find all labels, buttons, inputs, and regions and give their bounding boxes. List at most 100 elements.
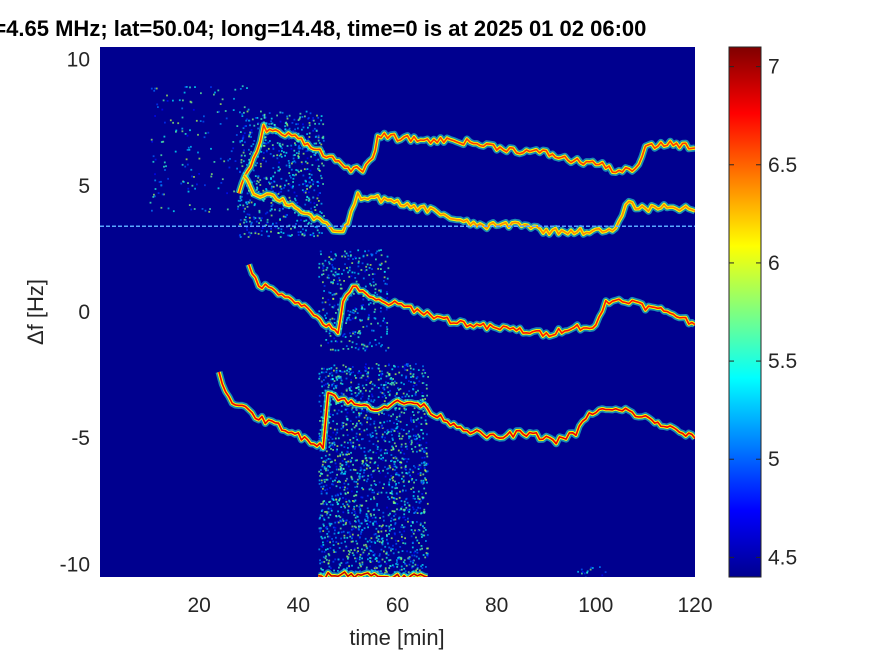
noise-speckle: [414, 563, 417, 566]
noise-speckle: [381, 373, 384, 375]
noise-speckle: [372, 554, 375, 557]
noise-speckle: [309, 185, 312, 188]
noise-speckle: [316, 181, 319, 183]
noise-speckle: [318, 372, 321, 375]
noise-speckle: [345, 252, 348, 255]
noise-speckle: [365, 384, 368, 386]
noise-speckle: [158, 181, 161, 183]
noise-speckle: [336, 448, 338, 451]
noise-speckle: [214, 91, 216, 94]
noise-speckle: [376, 250, 379, 253]
noise-speckle: [417, 369, 420, 371]
noise-speckle: [351, 445, 353, 448]
noise-speckle: [421, 547, 423, 550]
noise-speckle: [411, 478, 414, 480]
noise-speckle: [336, 431, 339, 434]
noise-speckle: [388, 533, 390, 535]
noise-speckle: [412, 508, 415, 511]
noise-speckle: [357, 249, 360, 252]
noise-speckle: [336, 445, 339, 447]
noise-speckle: [350, 393, 353, 395]
noise-speckle: [399, 556, 402, 559]
noise-speckle: [279, 168, 281, 171]
noise-speckle: [359, 372, 362, 374]
noise-speckle: [187, 190, 190, 193]
noise-speckle: [327, 342, 330, 344]
noise-speckle: [332, 259, 334, 261]
noise-speckle: [413, 437, 416, 440]
noise-speckle: [401, 506, 403, 508]
noise-speckle: [408, 430, 410, 433]
noise-speckle: [339, 375, 342, 378]
noise-speckle: [334, 526, 337, 529]
noise-speckle: [380, 548, 383, 551]
noise-speckle: [314, 226, 317, 228]
noise-speckle: [345, 415, 348, 418]
noise-speckle: [407, 517, 409, 520]
noise-speckle: [309, 176, 311, 179]
colorbar-tick-label: 4.5: [768, 546, 797, 569]
noise-speckle: [373, 533, 376, 536]
noise-speckle: [255, 220, 258, 223]
noise-speckle: [405, 472, 408, 474]
noise-speckle: [241, 139, 243, 142]
noise-speckle: [348, 509, 350, 512]
noise-speckle: [359, 475, 362, 478]
noise-speckle: [324, 389, 327, 392]
noise-speckle: [355, 387, 357, 389]
noise-speckle: [410, 479, 413, 482]
noise-speckle: [356, 424, 359, 427]
noise-speckle: [343, 488, 346, 491]
noise-speckle: [380, 527, 383, 530]
noise-speckle: [279, 142, 281, 145]
noise-speckle: [328, 332, 331, 335]
noise-speckle: [345, 500, 348, 503]
noise-speckle: [376, 386, 378, 389]
noise-speckle: [343, 482, 346, 485]
noise-speckle: [355, 526, 357, 529]
noise-speckle: [385, 375, 388, 378]
noise-speckle: [355, 504, 358, 507]
noise-speckle: [268, 112, 271, 114]
noise-speckle: [350, 460, 352, 463]
noise-speckle: [319, 375, 321, 378]
noise-speckle: [351, 478, 354, 481]
noise-speckle: [358, 445, 361, 448]
noise-speckle: [395, 498, 398, 500]
noise-speckle: [365, 566, 368, 569]
noise-speckle: [420, 545, 423, 547]
noise-speckle: [396, 566, 399, 568]
noise-speckle: [369, 382, 372, 384]
noise-speckle: [271, 203, 274, 206]
noise-speckle: [410, 381, 412, 383]
noise-speckle: [357, 386, 360, 388]
noise-speckle: [416, 549, 418, 551]
noise-speckle: [366, 523, 368, 525]
noise-speckle: [320, 253, 322, 256]
noise-speckle: [377, 387, 380, 389]
noise-speckle: [312, 196, 315, 199]
noise-speckle: [351, 366, 354, 368]
noise-speckle: [341, 383, 344, 385]
noise-speckle: [358, 415, 360, 418]
noise-speckle: [361, 395, 364, 398]
noise-speckle: [374, 426, 377, 429]
noise-speckle: [386, 293, 389, 295]
noise-speckle: [339, 382, 342, 385]
noise-speckle: [386, 571, 388, 573]
noise-speckle: [324, 489, 327, 492]
noise-speckle: [403, 513, 406, 516]
noise-speckle: [312, 183, 314, 186]
noise-speckle: [251, 118, 254, 121]
noise-speckle: [366, 547, 369, 550]
noise-speckle: [270, 181, 273, 184]
noise-speckle: [327, 274, 330, 277]
noise-speckle: [368, 395, 370, 398]
noise-speckle: [372, 329, 375, 332]
noise-speckle: [396, 416, 398, 418]
noise-speckle: [332, 445, 335, 448]
noise-speckle: [326, 382, 329, 385]
noise-speckle: [353, 426, 356, 429]
noise-speckle: [348, 499, 350, 502]
noise-speckle: [423, 508, 426, 511]
